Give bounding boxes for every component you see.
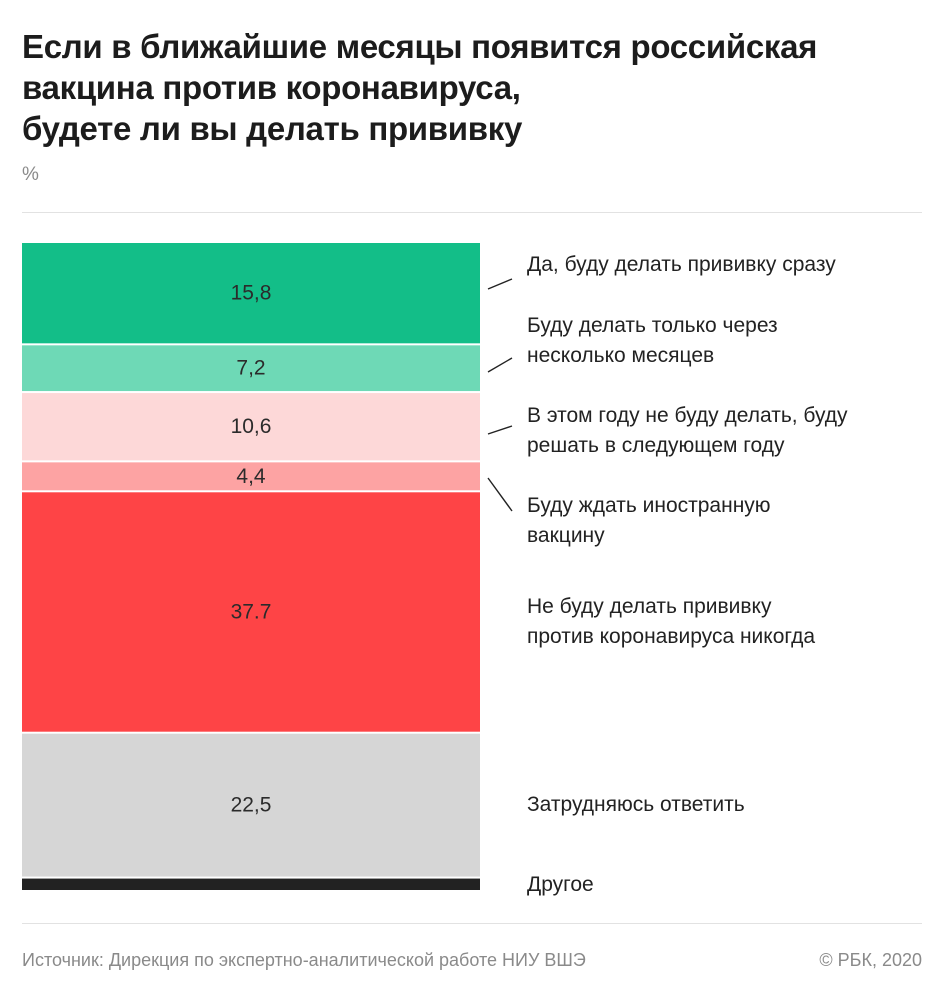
- unit-label: %: [22, 164, 39, 185]
- category-label-7: Другое: [527, 873, 594, 896]
- chart-title: Если в ближайшие месяцы появится российс…: [22, 26, 922, 149]
- value-label-6: 22,5: [231, 794, 272, 817]
- category-label-4: Буду ждать иностранную вакцину: [527, 494, 771, 547]
- bar-segment-4: [22, 462, 480, 491]
- category-label-5: Не буду делать прививку против коронавиру…: [527, 595, 815, 648]
- bar-segment-6: [22, 733, 480, 877]
- bottom-divider: [22, 923, 922, 924]
- bar-segment-2: [22, 345, 480, 392]
- value-label-4: 4,4: [236, 465, 266, 488]
- title-line-3: будете ли вы делать прививку: [22, 110, 523, 147]
- bar-segment-5: [22, 492, 480, 732]
- category-label-2: Буду делать только через несколько месяце…: [527, 314, 778, 367]
- value-label-1: 15,8: [231, 282, 272, 305]
- value-label-3: 10,6: [231, 415, 272, 438]
- value-label-5: 37.7: [231, 601, 272, 624]
- bar-segment-3: [22, 393, 480, 461]
- category-label-3: В этом году не буду делать, буду решать в…: [527, 404, 848, 457]
- leader-line-3: [487, 425, 513, 435]
- title-line-1: Если в ближайшие месяцы появится российс…: [22, 28, 818, 65]
- copyright: © РБК, 2020: [819, 950, 922, 970]
- category-label-6: Затрудняюсь ответить: [527, 793, 745, 816]
- bar-segment-1: [22, 243, 480, 344]
- bar-segment-7: [22, 878, 480, 890]
- leader-line-4: [487, 477, 513, 512]
- title-line-2: вакцина против коронавируса,: [22, 69, 521, 106]
- leader-line-1: [487, 278, 513, 290]
- leader-line-2: [487, 357, 513, 373]
- source-note: Источник: Дирекция по экспертно-аналитич…: [22, 950, 586, 970]
- value-label-2: 7,2: [236, 357, 265, 380]
- category-label-1: Да, буду делать прививку сразу: [527, 253, 836, 276]
- top-divider: [22, 212, 922, 213]
